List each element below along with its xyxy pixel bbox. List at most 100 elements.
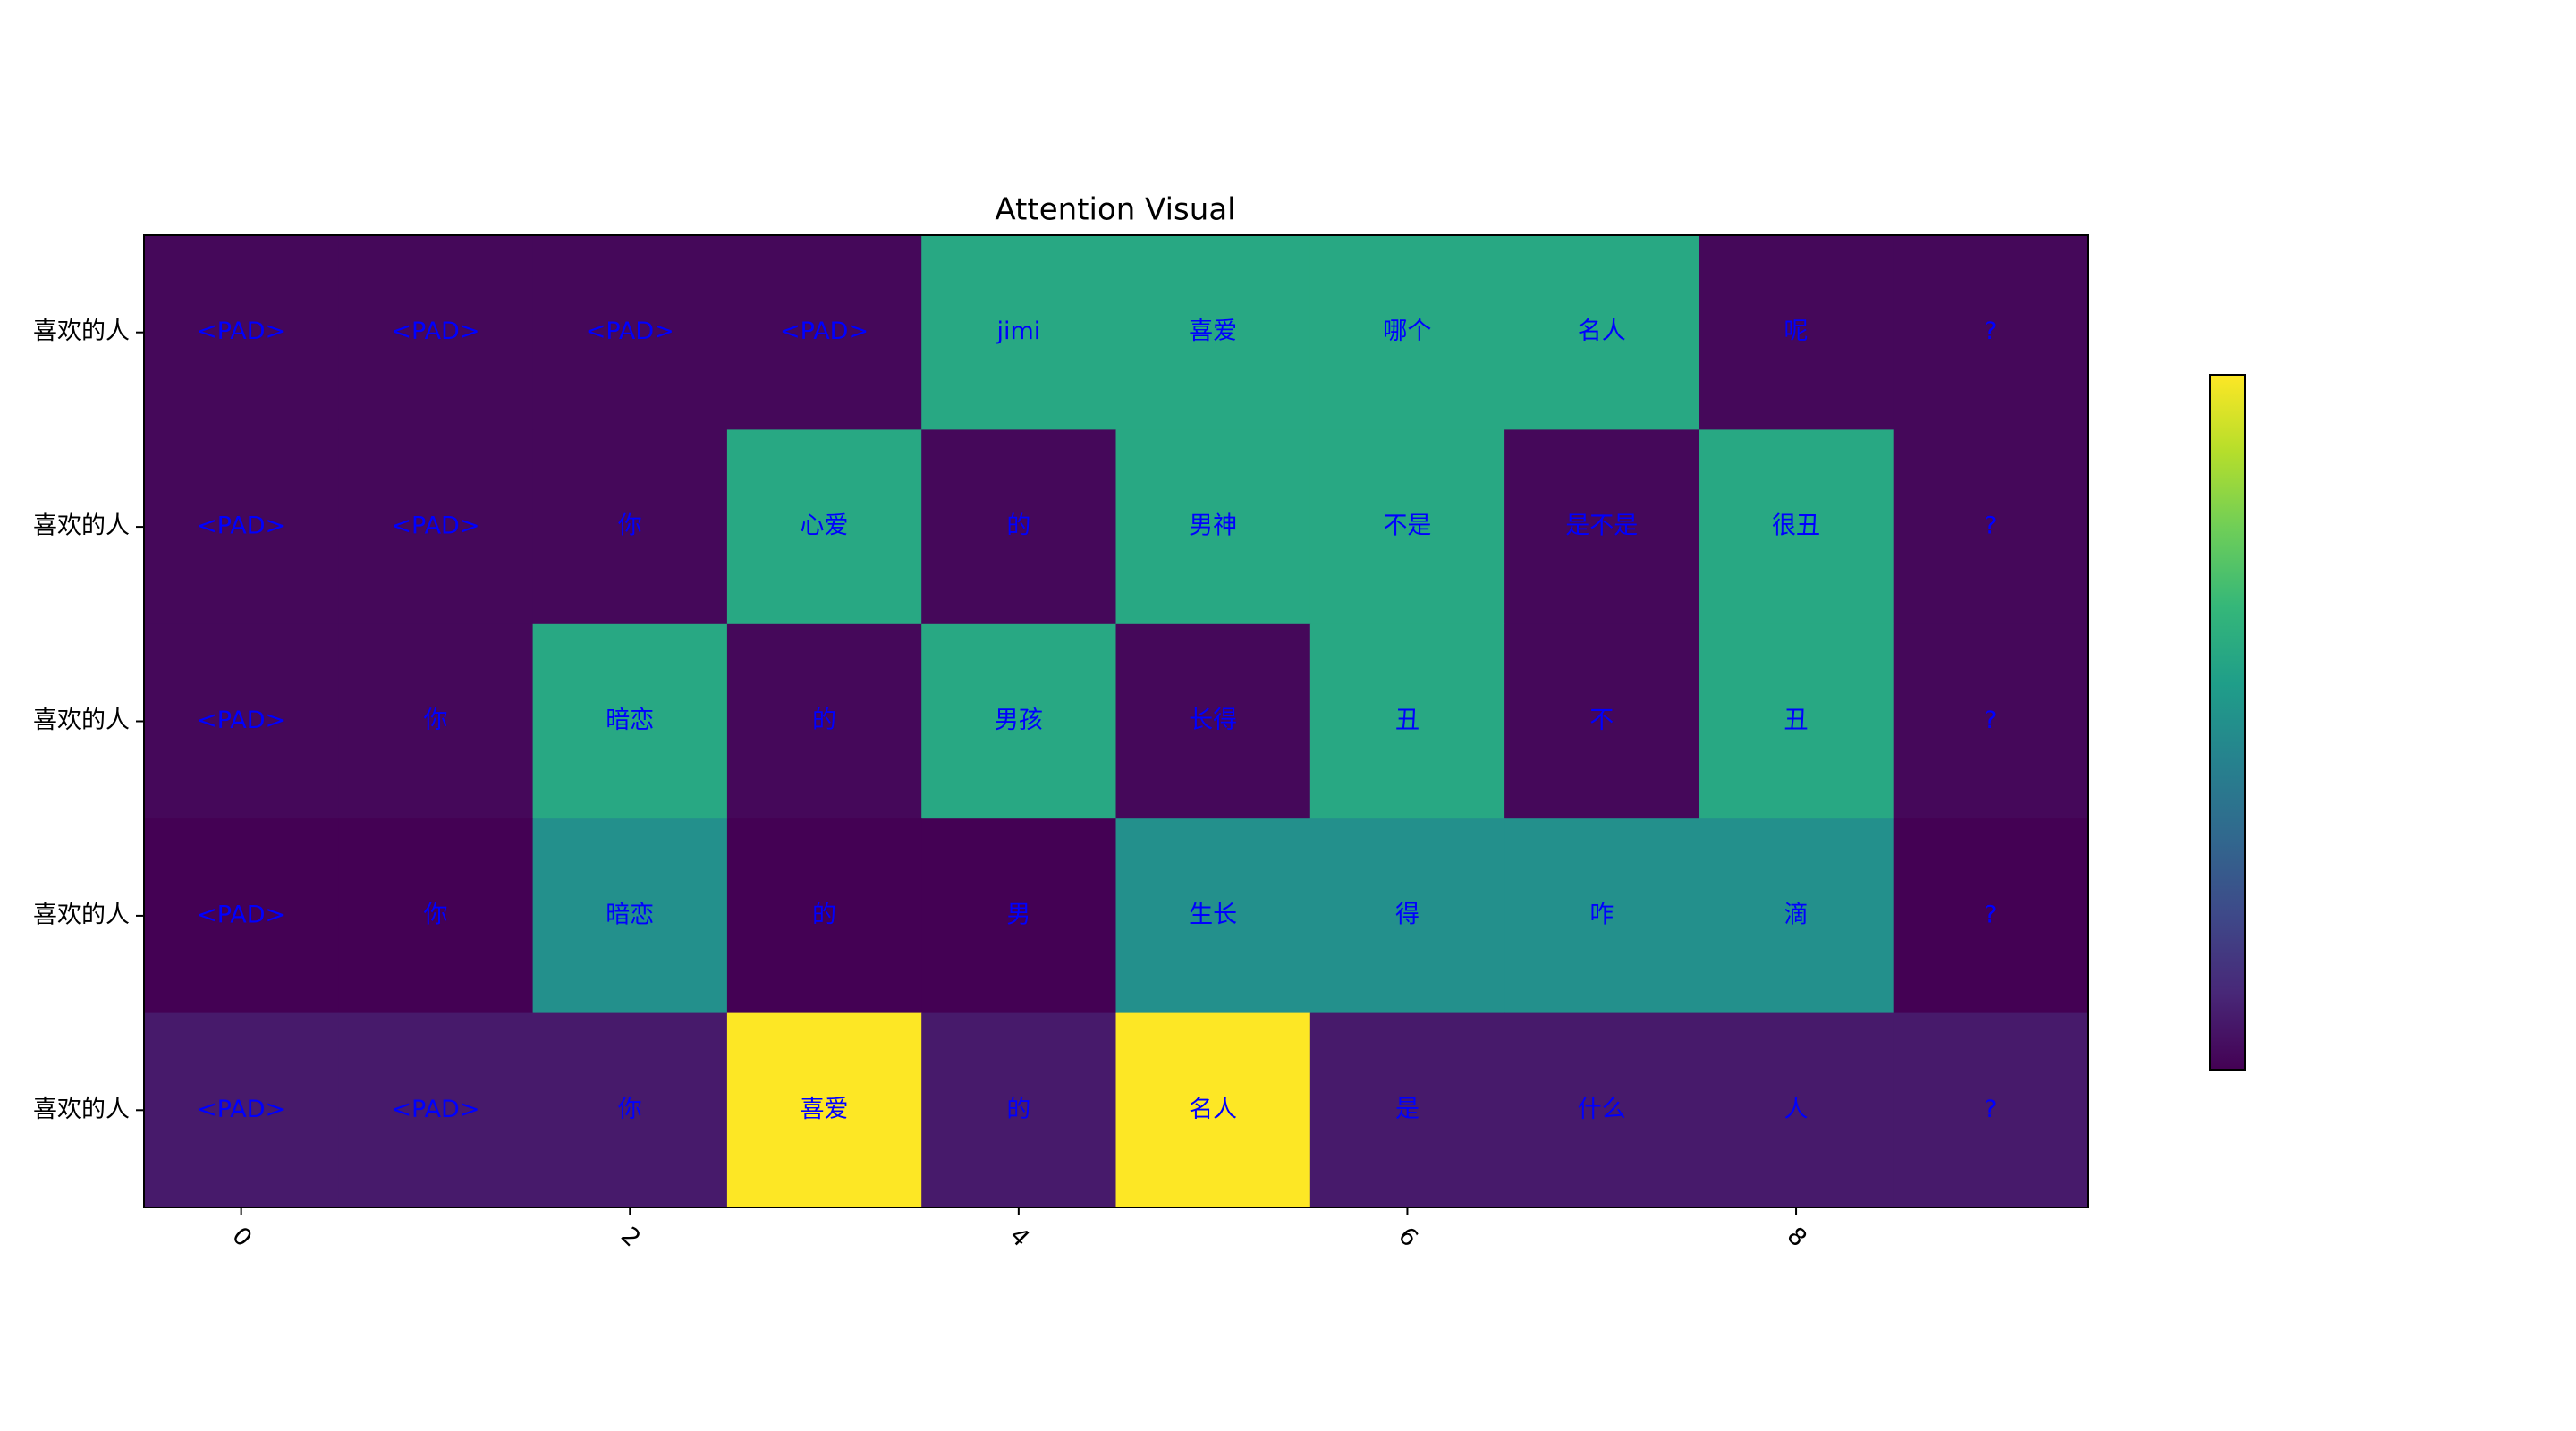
heatmap-cell	[726, 429, 922, 625]
cell-label: <PAD>	[197, 1096, 285, 1123]
cell-label: 暗恋	[606, 707, 654, 734]
heatmap-cell	[1699, 818, 1894, 1014]
heatmap-cell	[144, 623, 339, 819]
y-tick-label: 喜欢的人	[33, 1096, 130, 1123]
cell-label: <PAD>	[197, 318, 285, 345]
cell-label: 暗恋	[606, 901, 654, 928]
cell-label: 心爱	[801, 512, 849, 540]
cell-label: 呢	[1784, 318, 1809, 345]
cell-label: 你	[423, 901, 447, 928]
cell-label: 的	[812, 707, 836, 734]
x-tick-label: 2	[615, 1222, 646, 1252]
cell-label: <PAD>	[391, 318, 479, 345]
cell-label: 长得	[1189, 707, 1237, 734]
heatmap-cell	[1699, 1012, 1894, 1208]
heatmap-cell	[144, 818, 339, 1014]
heatmap-cell	[532, 1012, 728, 1208]
heatmap-cell	[144, 235, 339, 430]
heatmap-cell	[1504, 818, 1699, 1014]
cell-label: 什么	[1578, 1096, 1626, 1123]
heatmap-cell	[1504, 235, 1699, 430]
cell-label: 滴	[1784, 901, 1809, 928]
cell-label: 人	[1784, 1096, 1809, 1123]
cell-label: 不是	[1383, 512, 1431, 540]
x-tick-label: 6	[1393, 1222, 1423, 1252]
colorbar	[2209, 374, 2246, 1071]
heatmap-cell	[726, 623, 922, 819]
heatmap-cell	[1309, 818, 1505, 1014]
cell-label: 你	[618, 1096, 642, 1123]
heatmap-cell	[921, 1012, 1116, 1208]
heatmap-cell	[1309, 1012, 1505, 1208]
cell-label: <PAD>	[391, 1096, 479, 1123]
cell-label: 哪个	[1383, 318, 1431, 345]
heatmap-cell	[1309, 623, 1505, 819]
heatmap-cell	[921, 429, 1116, 625]
heatmap-cell	[921, 623, 1116, 819]
cell-label: 男神	[1189, 512, 1237, 540]
heatmap-cell	[726, 1012, 922, 1208]
heatmap-cell	[532, 818, 728, 1014]
cell-label: <PAD>	[197, 901, 285, 928]
heatmap-cell	[338, 1012, 534, 1208]
heatmap-cell	[1309, 235, 1505, 430]
y-tick-label: 喜欢的人	[33, 901, 130, 928]
cell-label: 你	[618, 512, 642, 540]
heatmap-cell	[1115, 623, 1311, 819]
cell-label: 的	[1006, 1096, 1030, 1123]
cell-label: 很丑	[1772, 512, 1820, 540]
cell-label: 名人	[1189, 1096, 1237, 1123]
cell-label: 男孩	[995, 707, 1043, 734]
cell-label: <PAD>	[391, 512, 479, 540]
heatmap-cell	[338, 818, 534, 1014]
cell-label: jimi	[996, 318, 1040, 345]
heatmap-cell	[1893, 1012, 2089, 1208]
heatmap-cell	[1699, 623, 1894, 819]
cell-label: 喜爱	[801, 1096, 849, 1123]
cell-label: 不	[1589, 707, 1614, 734]
cell-label: 丑	[1784, 707, 1809, 734]
heatmap-cell	[532, 429, 728, 625]
heatmap-cell	[1309, 429, 1505, 625]
y-tick-label: 喜欢的人	[33, 318, 130, 345]
heatmap-cell	[338, 429, 534, 625]
cell-label: <PAD>	[197, 707, 285, 734]
cell-label: ?	[1984, 1096, 1996, 1123]
heatmap-cell	[1504, 1012, 1699, 1208]
heatmap-cell	[1893, 429, 2089, 625]
heatmap-cell	[1893, 818, 2089, 1014]
heatmap-cell	[144, 1012, 339, 1208]
x-tick-label: 4	[1004, 1222, 1035, 1252]
x-tick-label: 0	[226, 1222, 257, 1252]
cell-label: <PAD>	[780, 318, 869, 345]
heatmap-cell	[921, 818, 1116, 1014]
chart-title: Attention Visual	[995, 192, 1235, 228]
heatmap-cell	[726, 235, 922, 430]
heatmap-cell	[726, 818, 922, 1014]
y-tick-label: 喜欢的人	[33, 707, 130, 734]
heatmap-cell	[532, 623, 728, 819]
cell-label: 得	[1395, 901, 1419, 928]
cell-label: 的	[812, 901, 836, 928]
cell-label: <PAD>	[197, 512, 285, 540]
y-tick-label: 喜欢的人	[33, 512, 130, 540]
heatmap-cell	[1115, 1012, 1311, 1208]
heatmap-cell	[338, 235, 534, 430]
cell-label: 名人	[1578, 318, 1626, 345]
cell-label: 喜爱	[1189, 318, 1237, 345]
heatmap-cell	[1115, 235, 1311, 430]
cell-label: 生长	[1189, 901, 1237, 928]
cell-label: 你	[423, 707, 447, 734]
heatmap-cell	[1504, 429, 1699, 625]
cell-label: ?	[1984, 318, 1996, 345]
heatmap-cell	[1115, 818, 1311, 1014]
heatmap-cell	[921, 235, 1116, 430]
cell-label: <PAD>	[586, 318, 674, 345]
cell-label: 的	[1006, 512, 1030, 540]
cell-label: ?	[1984, 512, 1996, 540]
cell-label: 是不是	[1565, 512, 1638, 540]
cell-label: 丑	[1395, 707, 1419, 734]
cell-label: 是	[1395, 1096, 1419, 1123]
